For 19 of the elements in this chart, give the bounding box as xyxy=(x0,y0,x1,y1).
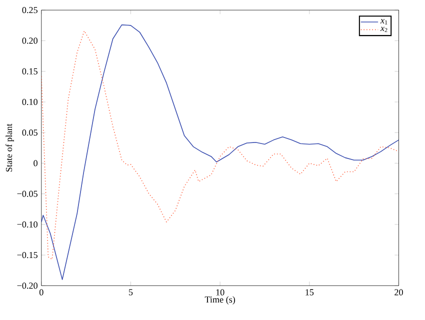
legend-label: x$_{2}$ xyxy=(380,26,388,32)
x-tick-label: 20 xyxy=(394,289,403,296)
legend-label: x$_{1}$ xyxy=(380,19,388,24)
y-tick-label: 0.15 xyxy=(22,68,38,74)
y-tick-label: −0.20 xyxy=(17,282,38,289)
x-tick-label: 15 xyxy=(306,289,314,296)
y-tick-label: 0.25 xyxy=(22,7,38,14)
y-axis-title: State of plant xyxy=(6,124,14,172)
x-tick-label: 10 xyxy=(216,289,224,296)
y-tick-label: 0.20 xyxy=(22,38,38,44)
x-tick-label: 5 xyxy=(128,289,133,296)
y-tick-label: 0.05 xyxy=(22,129,38,136)
x-axis-title: Time (s) xyxy=(204,296,236,304)
y-tick-label: −0.10 xyxy=(17,221,38,228)
y-tick-label: −0.05 xyxy=(17,190,38,197)
y-tick-label: 0 xyxy=(34,160,38,166)
y-tick-label: 0.10 xyxy=(22,98,38,106)
x-tick-label: 0 xyxy=(39,289,44,296)
y-tick-label: −0.15 xyxy=(17,252,38,258)
